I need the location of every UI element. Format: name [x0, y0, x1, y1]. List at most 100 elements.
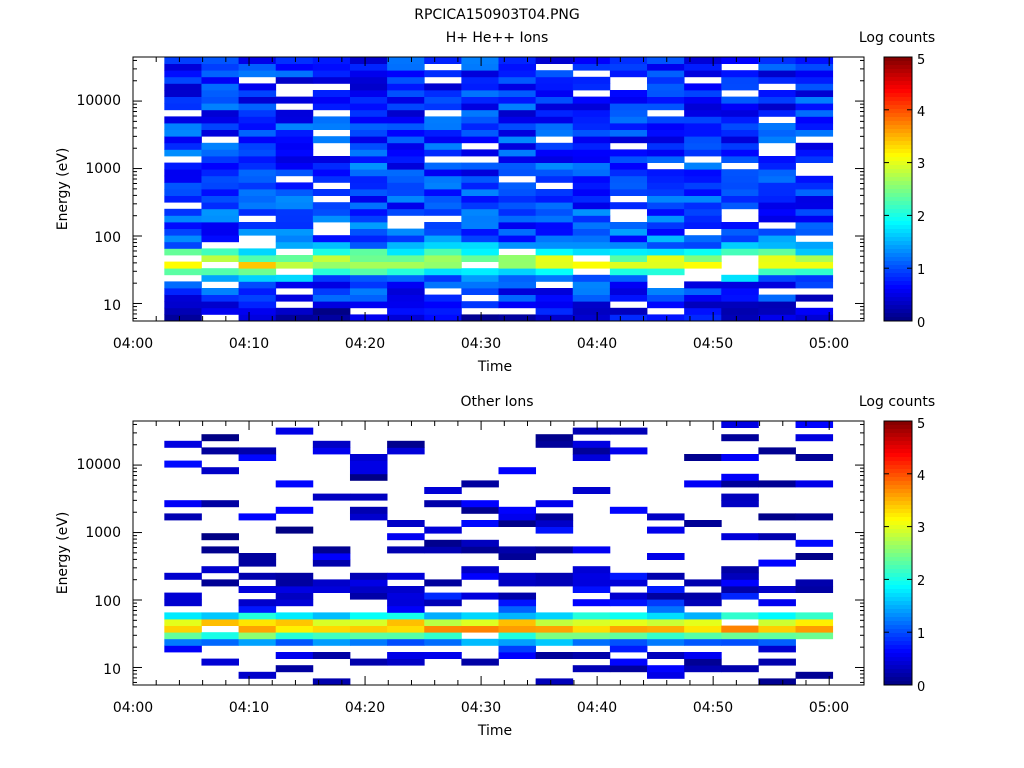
- heatmap-cell: [647, 156, 685, 163]
- heatmap-cell: [201, 434, 239, 442]
- heatmap-cell: [758, 447, 796, 455]
- colorbar-segment: [884, 69, 912, 74]
- heatmap-cell: [721, 307, 759, 315]
- heatmap-cell: [535, 123, 574, 130]
- heatmap-cell: [721, 421, 759, 428]
- heatmap-cell: [721, 493, 759, 501]
- heatmap-cell: [387, 162, 425, 170]
- heatmap-cell: [498, 599, 537, 607]
- heatmap-cell: [424, 632, 462, 640]
- heatmap-cell: [758, 241, 796, 249]
- heatmap-cell: [684, 136, 722, 144]
- heatmap-cell: [349, 129, 388, 137]
- heatmap-cell: [647, 592, 685, 600]
- heatmap-cell: [238, 261, 277, 269]
- heatmap-cell: [795, 421, 834, 428]
- heatmap-cell: [609, 189, 648, 196]
- heatmap-cell: [609, 632, 648, 640]
- heatmap-cell: [387, 619, 425, 626]
- heatmap-cell: [201, 301, 239, 309]
- heatmap-cell: [424, 268, 462, 276]
- heatmap-cell: [275, 625, 314, 633]
- heatmap-cell: [609, 70, 648, 78]
- heatmap-cell: [498, 294, 537, 302]
- heatmap-cell: [609, 506, 648, 514]
- heatmap-cell: [387, 228, 425, 236]
- heatmap-cell: [758, 638, 796, 646]
- heatmap-cell: [647, 222, 685, 229]
- colorbar-segment: [884, 497, 912, 502]
- heatmap-cell: [164, 307, 202, 315]
- heatmap-cell: [609, 427, 648, 435]
- heatmap-cell: [201, 248, 239, 256]
- heatmap-cell: [535, 103, 574, 111]
- heatmap-cell: [795, 109, 834, 117]
- heatmap-cell: [461, 500, 499, 508]
- colorbar-segment: [884, 549, 912, 554]
- heatmap-cell: [164, 142, 202, 150]
- heatmap-cell: [535, 142, 574, 150]
- heatmap-cell: [275, 63, 314, 71]
- heatmap-cell: [758, 189, 796, 196]
- heatmap-cell: [684, 63, 722, 71]
- heatmap-cell: [461, 136, 499, 144]
- colorbar-segment: [884, 513, 912, 518]
- heatmap-cell: [647, 208, 685, 216]
- colorbar-segment: [884, 61, 912, 66]
- heatmap-cell: [721, 274, 759, 282]
- heatmap-cell: [164, 645, 202, 653]
- heatmap-cell: [684, 592, 722, 600]
- heatmap-cell: [201, 632, 239, 640]
- heatmap-cell: [424, 625, 462, 633]
- heatmap-cell: [275, 592, 314, 600]
- heatmap-cell: [275, 526, 314, 534]
- heatmap-cell: [795, 586, 834, 593]
- colorbar-segment: [884, 621, 912, 626]
- heatmap-cell: [349, 96, 388, 104]
- heatmap-cell: [684, 215, 722, 223]
- heatmap-cell: [349, 103, 388, 111]
- heatmap-cell: [684, 665, 722, 673]
- heatmap-cell: [349, 467, 388, 475]
- heatmap-cell: [795, 63, 834, 71]
- colorbar-label: Log counts: [859, 30, 935, 46]
- x-tick-labels: 04:00 04:10 04:20 04:30 04:40 04:50 05:0…: [113, 336, 849, 352]
- heatmap-cell: [312, 440, 351, 448]
- heatmap-cell: [684, 103, 722, 111]
- heatmap-cell: [238, 63, 277, 71]
- colorbar-tick-label: 5: [917, 417, 925, 432]
- y-tick-label: 1000: [85, 525, 121, 541]
- heatmap-cell: [164, 314, 202, 322]
- heatmap-cell: [461, 274, 499, 282]
- colorbar-segment: [884, 173, 912, 178]
- heatmap-cell: [164, 136, 202, 144]
- colorbar-segment: [884, 545, 912, 550]
- heatmap-cells: [164, 57, 834, 322]
- heatmap-cell: [758, 63, 796, 71]
- heatmap-cell: [201, 274, 239, 282]
- heatmap-cell: [275, 149, 314, 157]
- heatmap-cell: [721, 434, 759, 442]
- heatmap-cell: [387, 658, 425, 666]
- heatmap-cell: [201, 90, 239, 97]
- colorbar-tick-label: 1: [917, 263, 925, 278]
- heatmap-cell: [721, 76, 759, 84]
- heatmap-cell: [572, 182, 611, 190]
- colorbar-segment: [884, 449, 912, 454]
- heatmap-cell: [201, 63, 239, 71]
- heatmap-cell: [164, 57, 202, 64]
- heatmap-cell: [758, 261, 796, 269]
- colorbar-segment: [884, 317, 912, 322]
- colorbar-segment: [884, 477, 912, 482]
- heatmap-cell: [461, 539, 499, 547]
- heatmap-cell: [275, 57, 314, 64]
- heatmap-cell: [795, 222, 834, 229]
- heatmap-cell: [721, 156, 759, 163]
- x-tick-label: 04:20: [345, 336, 385, 352]
- heatmap-cell: [312, 162, 351, 170]
- heatmap-cell: [275, 70, 314, 78]
- heatmap-cell: [312, 314, 351, 322]
- heatmap-cell: [535, 301, 574, 309]
- heatmap-cell: [535, 90, 574, 97]
- heatmap-cell: [758, 109, 796, 117]
